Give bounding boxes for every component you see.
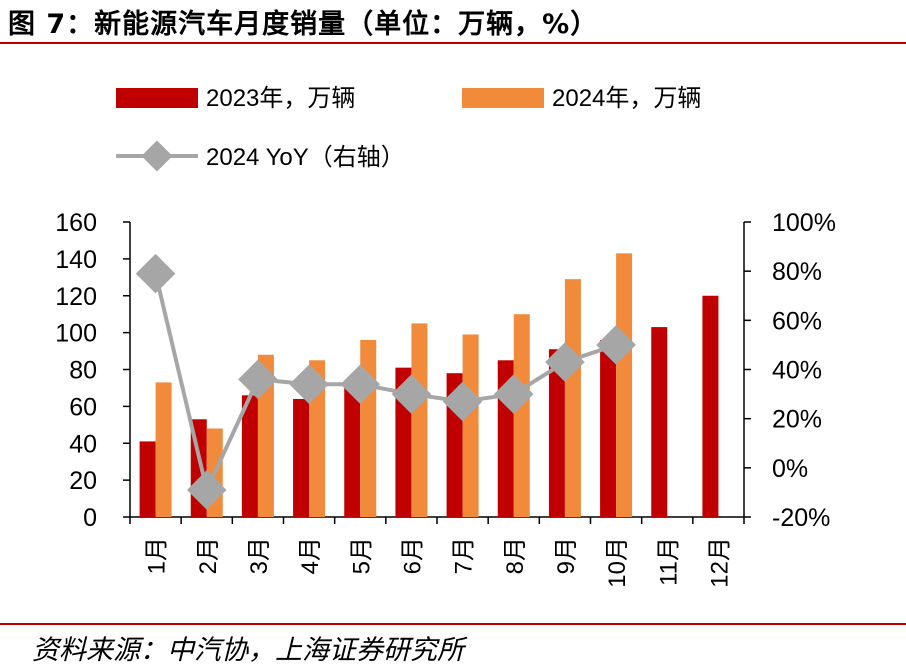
x-tick-label: 10月	[604, 537, 631, 588]
y-right-tick-label: 20%	[772, 406, 822, 434]
bar-2023	[241, 395, 258, 517]
y-left-tick-label: 140	[55, 246, 97, 274]
x-tick-label: 6月	[399, 537, 426, 574]
y-left-tick-label: 20	[69, 467, 97, 495]
x-tick-label: 1月	[144, 537, 171, 574]
x-tick-label: 3月	[246, 537, 273, 574]
x-tick-label: 4月	[297, 537, 324, 574]
x-tick-label: 5月	[348, 537, 375, 574]
y-left-tick-label: 60	[69, 393, 97, 421]
x-tick-label: 2月	[195, 537, 222, 574]
legend-marker-yoy	[141, 140, 173, 172]
y-left-tick-label: 160	[55, 209, 97, 237]
bar-2024	[513, 314, 530, 517]
y-left-tick-label: 120	[55, 283, 97, 311]
yoy-point	[340, 364, 381, 405]
yoy-point	[442, 381, 483, 422]
yoy-point	[135, 253, 176, 294]
legend-label-2024: 2024年，万辆	[552, 85, 701, 112]
x-tick-label: 12月	[706, 537, 733, 588]
bar-2023	[139, 441, 156, 517]
yoy-point	[238, 359, 278, 400]
bar-2024	[462, 334, 479, 517]
legend-label-yoy: 2024 YoY（右轴）	[206, 144, 405, 171]
legend-label-2023: 2023年，万辆	[206, 85, 355, 112]
bar-2024	[616, 253, 633, 517]
bar-2024	[257, 354, 274, 517]
bar-2024	[411, 323, 428, 517]
yoy-point	[391, 374, 432, 414]
bar-2023	[651, 327, 668, 517]
title-rule	[0, 42, 906, 44]
y-left-tick-label: 80	[69, 357, 97, 385]
bar-2024	[564, 279, 581, 517]
yoy-point	[493, 374, 534, 414]
y-right-tick-label: 80%	[772, 258, 822, 286]
legend: 2023年，万辆 2024年，万辆 2024 YoY（右轴）	[116, 85, 701, 172]
bars	[139, 253, 719, 517]
y-right-tick-label: 100%	[772, 209, 836, 237]
legend-swatch-2024	[462, 88, 544, 108]
figure-title: 图 7：新能源汽车月度销量（单位：万辆，%）	[8, 9, 599, 40]
bar-2023	[548, 349, 565, 517]
yoy-series-line	[153, 273, 617, 497]
y-right-tick-label: 0%	[772, 455, 808, 483]
x-tick-label: 11月	[655, 537, 682, 586]
yoy-point	[596, 325, 636, 365]
bar-2023	[600, 340, 617, 517]
x-tick-label: 7月	[451, 537, 478, 574]
bar-2023	[702, 295, 719, 517]
bar-2023	[293, 399, 310, 517]
y-right-tick-label: 40%	[772, 357, 822, 385]
axes: 0 20 40 60 80 100 120 140 160 -20% 0% 20% 40% 60% 80% 1…	[55, 209, 836, 588]
bar-2023	[344, 386, 361, 517]
x-tick-label: 9月	[553, 537, 580, 574]
y-left-tick-label: 0	[83, 504, 97, 532]
y-right-tick-label: -20%	[772, 504, 830, 532]
bar-2024	[155, 382, 172, 517]
source-rule	[0, 623, 906, 625]
bar-2024	[360, 340, 377, 517]
x-tick-label: 8月	[502, 537, 529, 574]
yoy-line	[135, 253, 636, 510]
y-left-tick-label: 40	[69, 430, 97, 458]
yoy-point	[289, 364, 329, 405]
y-left-tick-label: 100	[55, 320, 97, 348]
yoy-point	[186, 470, 227, 510]
source-note: 资料来源：中汽协，上海证券研究所	[32, 635, 464, 666]
yoy-point	[545, 342, 585, 382]
legend-swatch-2023	[116, 88, 198, 108]
y-right-tick-label: 60%	[772, 307, 822, 335]
